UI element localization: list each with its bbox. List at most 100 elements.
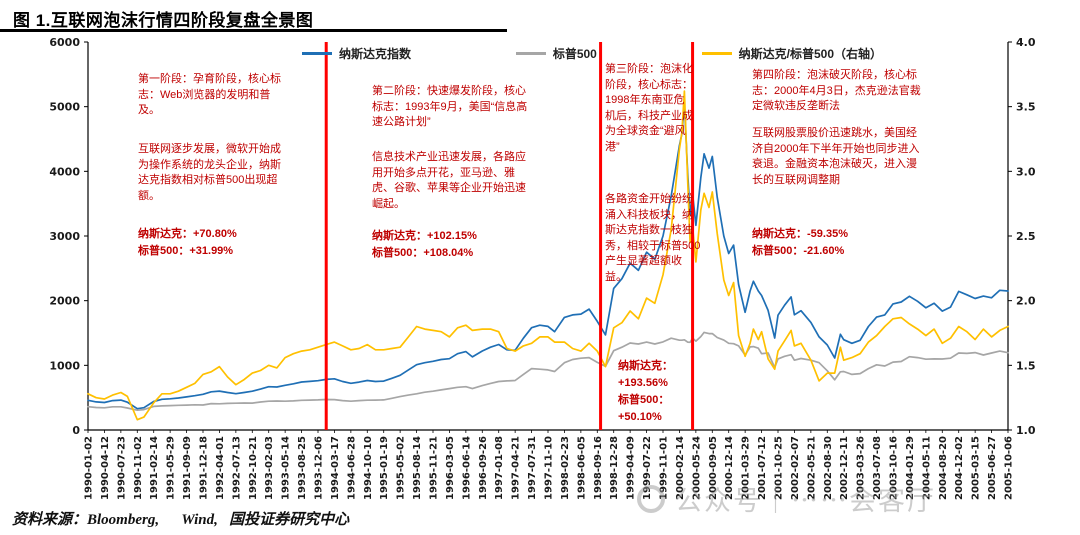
- x-axis-tick-label: 2004-12-02: [954, 436, 965, 500]
- x-axis-tick-label: 2002-12-11: [839, 436, 850, 500]
- left-axis-tick-label: 5000: [49, 101, 80, 114]
- x-axis-tick-label: 1991-09-09: [182, 436, 193, 500]
- x-axis-tick-label: 1993-08-25: [297, 436, 308, 500]
- series-line-1: [87, 331, 1009, 412]
- x-axis-tick-label: 2004-08-20: [938, 436, 949, 500]
- phase4-sp500-change: 标普500：-21.60%: [752, 245, 845, 258]
- right-axis-tick-label: 1.5: [1016, 359, 1036, 372]
- x-axis-tick-label: 1998-09-16: [593, 436, 604, 500]
- x-axis-tick-label: 2000-09-05: [708, 436, 719, 500]
- x-axis-tick-label: 1998-12-28: [609, 436, 620, 500]
- x-axis-tick-label: 1994-10-10: [363, 436, 374, 500]
- chart-legend: 纳斯达克指数 标普500 纳斯达克/标普500（右轴）: [302, 45, 882, 62]
- nasdaq-line-swatch-icon: [302, 52, 332, 55]
- x-axis-tick-label: 2002-08-30: [823, 436, 834, 500]
- x-axis-tick-label: 1999-07-22: [642, 436, 653, 500]
- x-axis-tick-label: 1993-02-03: [264, 436, 275, 500]
- left-axis-tick-label: 3000: [49, 230, 80, 243]
- legend-label-ratio: 纳斯达克/标普500（右轴）: [738, 47, 882, 61]
- phase2-stats: 纳斯达克：+102.15% 标普500：+108.04%: [372, 228, 542, 262]
- legend-label-sp500: 标普500: [552, 47, 597, 61]
- x-axis-tick-label: 2000-05-24: [691, 436, 702, 500]
- title-underline: [0, 29, 507, 32]
- legend-label-nasdaq: 纳斯达克指数: [339, 47, 412, 61]
- x-axis-tick-label: 1996-09-26: [478, 436, 489, 500]
- x-axis-tick-label: 1996-03-05: [445, 436, 456, 500]
- phase4-stats: 纳斯达克：-59.35% 标普500：-21.60%: [752, 226, 922, 260]
- x-axis-tick-label: 1992-07-13: [231, 436, 242, 500]
- x-axis-tick-label: 2000-02-14: [675, 436, 686, 500]
- x-axis-tick-label: 1991-12-18: [199, 436, 210, 500]
- x-axis-tick-label: 1997-01-08: [494, 436, 505, 500]
- x-axis-tick-label: 1995-11-21: [429, 436, 440, 500]
- x-axis-tick-label: 1990-04-12: [100, 436, 111, 500]
- phase1-desc-note: 互联网逐步发展，微软开始成为操作系统的龙头企业，纳斯达克指数相对标普500出现超…: [138, 143, 281, 202]
- right-axis-tick-label: 4.0: [1016, 36, 1036, 49]
- x-axis-tick-label: 2001-07-12: [757, 436, 768, 500]
- watermark-text: 公众号｜⋯⋯会客厅: [675, 486, 936, 516]
- right-axis-tick-label: 3.5: [1016, 101, 1036, 114]
- x-axis-tick-label: 2005-06-27: [987, 436, 998, 500]
- phase2-nasdaq-change: 纳斯达克：+102.15%: [372, 230, 477, 242]
- right-axis-tick-label: 3.0: [1016, 165, 1036, 178]
- phase3-desc-note: 各路资金开始纷纷涌入科技板块，纳斯达克指数一枝独秀，相较于标普500产生显著超额…: [605, 193, 701, 284]
- sp500-line-swatch-icon: [515, 52, 546, 55]
- x-axis-tick-label: 2002-05-21: [806, 436, 817, 500]
- x-axis-tick-label: 2001-03-29: [741, 436, 752, 500]
- x-axis-tick-label: 2001-10-25: [774, 436, 785, 500]
- phase2-stage-note: 第二阶段：快速爆发阶段，核心标志：1993年9月，美国“信息高速公路计划”: [372, 85, 528, 129]
- x-axis-tick-label: 2003-07-08: [872, 436, 883, 500]
- watermark: 公众号｜⋯⋯会客厅: [637, 479, 936, 518]
- phase4-stage-note: 第四阶段：泡沫破灭阶段，核心标志：2000年4月3日，杰克逊法官裁定微软违反垄断…: [752, 69, 921, 113]
- x-axis-tick-label: 2005-10-06: [1004, 436, 1015, 500]
- x-axis-tick-label: 2004-01-29: [905, 436, 916, 500]
- x-axis-tick-label: 1994-03-17: [330, 436, 341, 500]
- left-axis-tick-label: 6000: [49, 36, 80, 49]
- phase3-nasdaq-change: 纳斯达克：+193.56%: [618, 360, 673, 390]
- phase1-nasdaq-change: 纳斯达克：+70.80%: [138, 228, 237, 240]
- x-axis-tick-label: 1997-11-10: [544, 436, 555, 500]
- x-axis-tick-label: 1996-06-14: [461, 436, 472, 500]
- x-axis-tick-label: 1998-06-05: [576, 436, 587, 500]
- x-axis-tick-label: 2004-05-11: [921, 436, 932, 500]
- phase1-sp500-change: 标普500：+31.99%: [138, 245, 234, 258]
- phase1-stage-note: 第一阶段：孕育阶段，核心标志：Web浏览器的发明和普及。: [138, 73, 281, 117]
- x-axis-tick-label: 2002-02-07: [790, 436, 801, 500]
- x-axis-tick-label: 2003-03-26: [856, 436, 867, 500]
- phase4-desc-note: 互联网股票股价迅速跳水，美国经济自2000年下半年开始也同步进入衰退。金融资本泡…: [752, 127, 920, 186]
- legend-item-sp500: 标普500: [515, 45, 597, 62]
- right-axis-tick-label: 2.0: [1016, 295, 1036, 308]
- phase3-stats: 纳斯达克：+193.56% 标普500：+50.10%: [618, 358, 702, 426]
- phase2-desc-note: 信息技术产业迅速发展，各路应用开始多点开花，亚马逊、雅虎、谷歌、苹果等企业开始迅…: [372, 151, 526, 210]
- x-axis-tick-label: 1998-02-23: [560, 436, 571, 500]
- left-axis-tick-label: 1000: [49, 359, 80, 372]
- x-axis-tick-label: 1990-07-23: [116, 436, 127, 500]
- left-axis-tick-label: 0: [72, 424, 80, 437]
- legend-item-ratio: 纳斯达克/标普500（右轴）: [701, 45, 882, 62]
- x-axis-tick-label: 2000-12-14: [724, 436, 735, 500]
- x-axis-tick-label: 1995-05-02: [396, 436, 407, 500]
- x-axis-tick-label: 2003-10-16: [889, 436, 900, 500]
- x-axis-tick-label: 1993-12-06: [314, 436, 325, 500]
- x-axis-tick-label: 1995-01-19: [379, 436, 390, 500]
- phase3-sp500-change: 标普500：+50.10%: [618, 394, 670, 424]
- x-axis-tick-label: 1995-08-14: [412, 436, 423, 500]
- page-title: 图 1.互联网泡沫行情四阶段复盘全景图: [13, 11, 314, 30]
- x-axis-tick-label: 1993-05-14: [281, 436, 292, 500]
- x-axis-tick-label: 1990-11-02: [133, 436, 144, 500]
- legend-item-nasdaq: 纳斯达克指数: [302, 45, 411, 62]
- x-axis-tick-label: 1999-04-09: [626, 436, 637, 500]
- phase1-stats: 纳斯达克：+70.80% 标普500：+31.99%: [138, 226, 298, 260]
- x-axis-tick-label: 2005-03-15: [971, 436, 982, 500]
- ratio-line-swatch-icon: [701, 52, 732, 55]
- source-note: 资料来源：Bloomberg, Wind, 国投证券研究中心: [12, 512, 350, 528]
- x-axis-tick-label: 1991-02-14: [149, 436, 160, 500]
- x-axis-tick-label: 1999-11-01: [659, 436, 670, 500]
- phase2-sp500-change: 标普500：+108.04%: [372, 247, 474, 260]
- x-axis-tick-label: 1992-10-21: [248, 436, 259, 500]
- x-axis-tick-label: 1992-04-01: [215, 436, 226, 500]
- right-axis-tick-label: 1.0: [1016, 424, 1036, 437]
- x-axis-tick-label: 1994-06-28: [346, 436, 357, 500]
